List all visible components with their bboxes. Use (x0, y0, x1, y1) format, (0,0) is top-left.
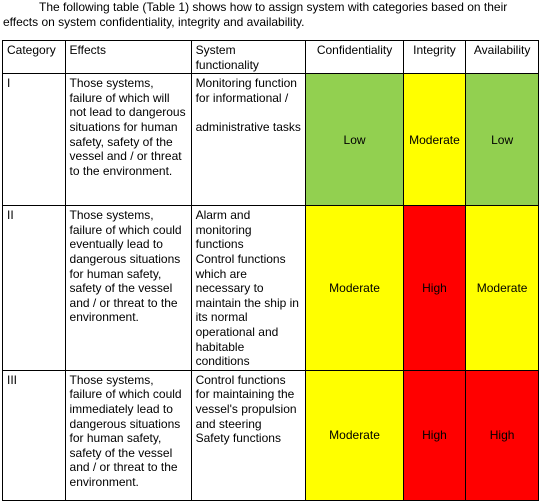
availability-rating: High (465, 369, 539, 501)
integrity-rating: High (402, 369, 467, 501)
header-availability: Availability (465, 39, 539, 75)
functionality-line: Safety functions (195, 431, 281, 446)
header-system-functionality: System functionality (190, 39, 307, 75)
header-integrity: Integrity (402, 39, 467, 75)
header-category: Category (2, 39, 66, 75)
table-row-category-1: I Those systems, failure of which will n… (2, 73, 539, 207)
integrity-rating: Moderate (402, 73, 467, 207)
effects-cell: Those systems, failure of which will not… (64, 73, 192, 207)
category-cell: I (2, 73, 66, 207)
functionality-line: administrative tasks (195, 119, 301, 134)
integrity-rating: High (402, 205, 467, 371)
table-row-category-3: III Those systems, failure of which coul… (2, 369, 539, 501)
header-effects: Effects (64, 39, 192, 75)
table-row-category-2: II Those systems, failure of which could… (2, 205, 539, 371)
system-category-table: Category Effects System functionality Co… (2, 39, 539, 501)
confidentiality-rating: Low (305, 73, 404, 207)
functionality-line: Monitoring function for informational / (195, 76, 297, 105)
availability-rating: Moderate (465, 205, 539, 371)
category-cell: III (2, 369, 66, 501)
functionality-line: Control functions which are necessary to… (195, 251, 299, 369)
header-confidentiality: Confidentiality (305, 39, 404, 75)
effects-cell: Those systems, failure of which could im… (64, 369, 192, 501)
confidentiality-rating: Moderate (305, 369, 404, 501)
table-header-row: Category Effects System functionality Co… (2, 39, 539, 75)
functionality-line: Alarm and monitoring functions (195, 208, 252, 252)
functionality-line: Control functions for maintaining the ve… (195, 372, 297, 431)
confidentiality-rating: Moderate (305, 205, 404, 371)
intro-paragraph: The following table (Table 1) shows how … (3, 0, 508, 29)
functionality-cell: Monitoring function for informational / … (190, 73, 307, 207)
category-cell: II (2, 205, 66, 371)
functionality-cell: Alarm and monitoring functions Control f… (190, 205, 307, 371)
functionality-cell: Control functions for maintaining the ve… (190, 369, 307, 501)
availability-rating: Low (465, 73, 539, 207)
effects-cell: Those systems, failure of which could ev… (64, 205, 192, 371)
